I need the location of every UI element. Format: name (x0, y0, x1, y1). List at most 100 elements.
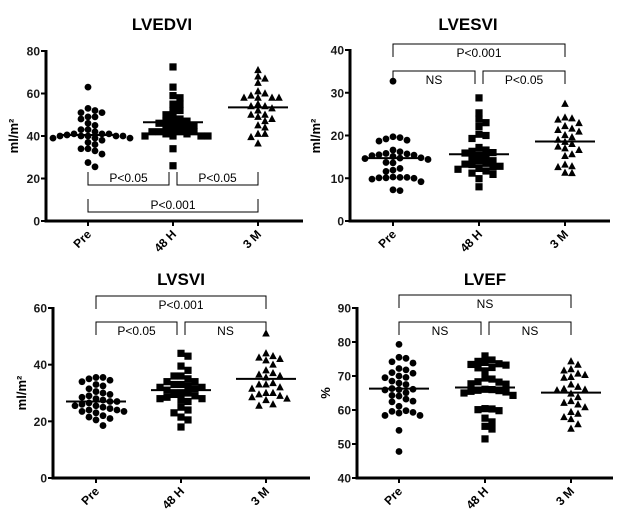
data-point-square (170, 409, 178, 417)
data-point-triangle (262, 349, 270, 357)
data-point-circle (417, 178, 425, 186)
data-point-square (163, 393, 171, 401)
y-tick-label: 30 (331, 86, 345, 100)
data-point-triangle (255, 401, 263, 409)
data-point-circle (84, 126, 92, 134)
data-point-triangle (276, 391, 284, 399)
data-point-circle (92, 395, 100, 403)
data-point-circle (85, 413, 93, 421)
data-point-triangle (255, 353, 263, 361)
data-point-circle (84, 83, 92, 91)
data-point-circle (395, 379, 403, 387)
data-point-square (184, 352, 192, 360)
data-point-triangle (567, 414, 575, 423)
data-point-circle (92, 381, 100, 388)
data-point-square (177, 389, 185, 397)
data-point-circle (382, 168, 390, 175)
data-point-circle (99, 412, 107, 420)
y-tick-label: 20 (27, 172, 41, 186)
data-point-square (475, 130, 483, 138)
data-point-circle (409, 397, 417, 405)
y-tick-label: 60 (27, 87, 41, 101)
data-point-circle (84, 119, 92, 127)
data-point-circle (91, 147, 99, 155)
y-tick-label: 0 (337, 215, 344, 229)
data-point-triangle (574, 392, 582, 401)
data-point-square (169, 119, 177, 127)
data-point-triangle (247, 91, 255, 99)
data-point-circle (395, 448, 403, 455)
data-point-triangle (254, 87, 262, 95)
data-point-triangle (561, 151, 569, 160)
y-tick-label: 60 (338, 404, 352, 418)
data-point-circle (77, 126, 85, 134)
data-point-square (163, 378, 171, 386)
data-point-triangle (262, 366, 270, 374)
data-point-square (461, 160, 469, 168)
y-tick-label: 0 (33, 215, 40, 229)
data-point-triangle (567, 365, 575, 373)
data-point-square (176, 100, 184, 108)
significance-bracket: P<0.001 (95, 295, 267, 312)
data-point-square (475, 164, 483, 173)
data-point-circle (106, 376, 114, 384)
data-point-circle (113, 406, 121, 414)
data-point-square (474, 378, 482, 386)
data-point-triangle (283, 394, 291, 402)
data-point-circle (375, 137, 383, 145)
data-point-square (184, 375, 192, 383)
data-point-square (183, 130, 191, 138)
data-point-square (183, 117, 191, 125)
chart-title: LVSVI (157, 270, 205, 289)
data-point-triangle (269, 351, 277, 360)
data-point-circle (92, 402, 100, 410)
data-point-square (481, 385, 489, 393)
data-point-triangle (567, 380, 575, 388)
p-value-label: NS (522, 324, 539, 338)
data-point-triangle (554, 142, 562, 150)
data-point-square (489, 157, 497, 165)
data-point-circle (395, 372, 403, 380)
y-tick-label: 80 (338, 336, 352, 350)
data-point-circle (91, 121, 99, 129)
significance-bracket: NS (392, 70, 476, 87)
data-point-triangle (568, 133, 576, 141)
data-point-square (488, 375, 496, 383)
data-point-square (176, 94, 184, 102)
data-point-circle (396, 134, 404, 142)
y-tick-label: 40 (338, 472, 352, 486)
data-point-circle (396, 173, 404, 181)
data-point-triangle (575, 118, 583, 127)
data-point-circle (99, 403, 107, 411)
x-tick-label: 3 M (248, 484, 272, 508)
chart-panel-lvsvi: LVSVI ml/m² 0 20 40 60 Pre 48 H 3 M P<0.05 NS P<0.0… (14, 270, 310, 512)
data-point-square (481, 352, 489, 360)
data-point-triangle (567, 357, 575, 365)
data-point-circle (91, 107, 99, 114)
data-point-circle (77, 109, 85, 117)
data-point-square (488, 386, 496, 394)
data-point-square (170, 380, 178, 389)
y-tick-label: 10 (331, 172, 345, 186)
data-point-circle (78, 408, 86, 415)
data-point-triangle (581, 370, 589, 378)
data-point-square (467, 360, 475, 369)
x-tick-label: Pre (376, 227, 400, 251)
p-value-label: P<0.05 (117, 324, 156, 338)
data-point-triangle (567, 372, 575, 381)
bracket-line (482, 70, 566, 84)
data-point-triangle (275, 93, 283, 101)
data-point-square (502, 380, 510, 388)
p-value-label: P<0.05 (505, 73, 544, 87)
data-point-circle (395, 365, 403, 372)
data-point-square (489, 163, 497, 171)
data-point-triangle (255, 390, 263, 398)
data-point-circle (71, 402, 79, 410)
data-point-square (474, 364, 482, 372)
data-point-triangle (561, 113, 569, 121)
p-value-label: P<0.05 (198, 171, 237, 185)
data-point-circle (402, 354, 410, 362)
data-point-triangle (554, 115, 562, 123)
data-point-circle (91, 113, 99, 121)
